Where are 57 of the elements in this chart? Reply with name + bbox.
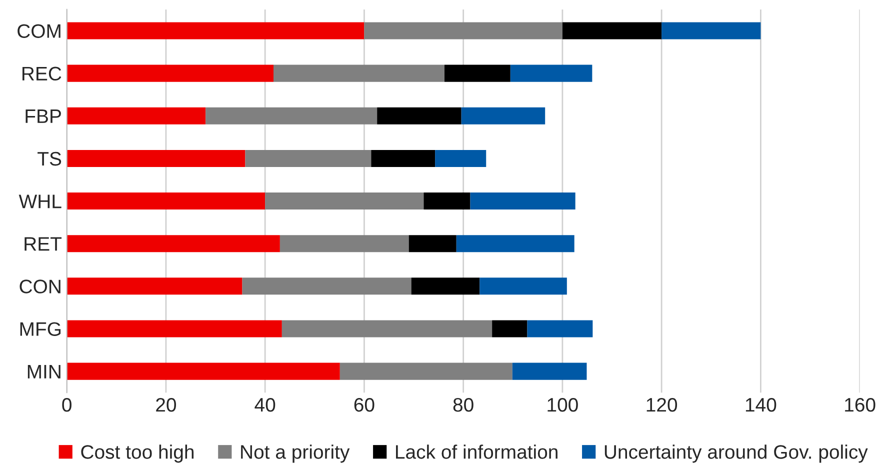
- bar: [662, 22, 761, 40]
- y-tick-label: TS: [38, 152, 62, 166]
- x-tick-label: 120: [646, 398, 678, 412]
- bar: [265, 192, 424, 210]
- bar: [66, 278, 242, 295]
- bar: [527, 320, 593, 338]
- bar: [282, 320, 492, 338]
- bar: [435, 150, 486, 167]
- bar: [480, 278, 567, 295]
- y-tick-label: RET: [24, 237, 62, 251]
- bar: [206, 107, 378, 124]
- bar: [340, 362, 512, 380]
- legend-label: Not a priority: [241, 444, 350, 463]
- y-tick-label: WHL: [18, 194, 62, 208]
- y-tick-label: REC: [22, 66, 62, 81]
- bar: [510, 64, 592, 82]
- x-tick-label: 80: [453, 398, 474, 412]
- x-tick-label: 100: [548, 398, 578, 412]
- bar: [424, 192, 470, 210]
- legend-label: Lack of information: [396, 444, 558, 459]
- bar: [280, 235, 409, 252]
- y-tick-label: CON: [20, 280, 60, 294]
- bar: [470, 192, 576, 210]
- bar: [408, 235, 456, 252]
- x-tick-label: 140: [746, 398, 776, 412]
- bar: [66, 107, 206, 124]
- bar: [364, 22, 562, 40]
- legend-label: Uncertainty around Gov. policy: [604, 444, 868, 463]
- y-tick-label: MFG: [20, 322, 61, 336]
- y-tick-label: MIN: [28, 364, 60, 378]
- bar: [274, 64, 444, 82]
- bar: [371, 150, 436, 167]
- bar: [461, 107, 546, 124]
- legend-label: Cost too high: [81, 444, 194, 463]
- bar: [377, 107, 462, 124]
- y-tick-label: COM: [18, 24, 60, 38]
- bar: [66, 235, 280, 252]
- bar: [66, 64, 274, 82]
- x-tick-label: 20: [156, 398, 176, 412]
- bar: [456, 235, 574, 252]
- bar: [66, 362, 340, 380]
- bar: [245, 150, 372, 167]
- bar: [66, 320, 282, 338]
- bar: [444, 64, 510, 82]
- bar: [512, 362, 587, 380]
- x-tick-label: 60: [354, 398, 374, 412]
- y-tick-label: FBP: [26, 110, 61, 123]
- x-tick-label: 40: [254, 398, 276, 412]
- bar: [242, 278, 412, 295]
- bar: [66, 192, 266, 210]
- bar: [492, 320, 528, 338]
- bar: [411, 278, 480, 295]
- bar: [66, 150, 246, 167]
- bar: [66, 22, 364, 40]
- x-tick-label: 0: [62, 398, 72, 412]
- bar: [562, 22, 662, 40]
- x-tick-label: 160: [845, 398, 876, 412]
